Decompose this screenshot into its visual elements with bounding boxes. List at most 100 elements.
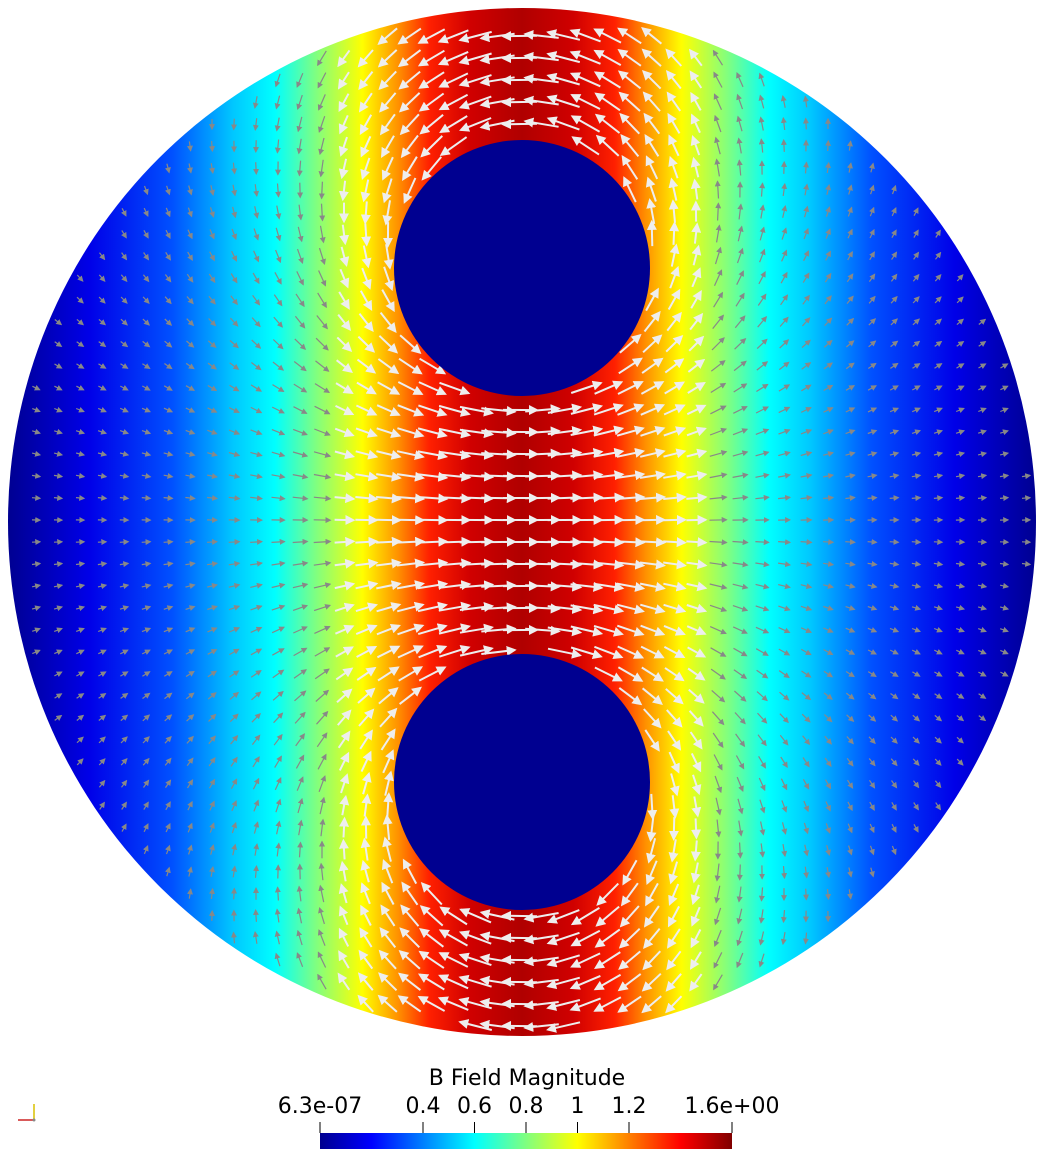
field-arrow (823, 362, 833, 370)
field-arrow (271, 451, 286, 458)
field-arrow (668, 817, 679, 841)
field-arrow (185, 494, 196, 501)
field-arrow (185, 539, 196, 546)
field-arrow (715, 202, 722, 221)
field-arrow (845, 407, 856, 413)
field-arrow (417, 28, 446, 44)
field-arrow (119, 428, 130, 435)
field-arrow (911, 429, 922, 436)
field-arrow (292, 604, 309, 611)
field-arrow (846, 340, 855, 348)
field-arrow (187, 141, 193, 152)
field-arrow (593, 624, 624, 637)
field-arrow (758, 116, 765, 131)
field-arrow (867, 538, 878, 545)
field-arrow (272, 648, 285, 656)
field-arrow (250, 495, 263, 502)
field-arrow (231, 206, 238, 219)
field-arrow (732, 539, 749, 546)
field-arrow (644, 134, 660, 157)
field-arrow (97, 561, 108, 568)
field-arrow (616, 425, 645, 437)
field-arrow (339, 268, 350, 289)
field-arrow (250, 626, 263, 633)
field-arrow (271, 538, 286, 545)
field-arrow (525, 448, 561, 459)
field-arrow (141, 561, 152, 568)
colorbar-max-label: 1.6e+00 (685, 1094, 780, 1119)
field-arrow (911, 538, 922, 545)
field-arrow (912, 318, 920, 326)
field-arrow (439, 115, 468, 134)
field-arrow (547, 581, 583, 592)
field-arrow (686, 625, 707, 636)
field-arrow (641, 69, 662, 90)
field-arrow (823, 649, 834, 655)
field-arrow (825, 161, 831, 173)
field-arrow (664, 667, 685, 682)
field-arrow (912, 340, 921, 347)
field-arrow (570, 646, 603, 659)
field-arrow (736, 270, 744, 285)
field-arrow (378, 70, 397, 91)
field-arrow (822, 473, 835, 479)
field-arrow (690, 289, 702, 309)
field-arrow (978, 429, 987, 436)
field-arrow (418, 381, 447, 396)
field-arrow (709, 583, 728, 590)
field-arrow (733, 360, 747, 372)
field-arrow (185, 473, 196, 479)
field-arrow (253, 162, 260, 175)
field-arrows (31, 27, 1032, 1033)
field-arrow (75, 406, 85, 413)
field-arrow (617, 70, 642, 90)
colorbar-title: B Field Magnitude (429, 1066, 625, 1091)
field-arrow (164, 318, 173, 326)
field-arrow (663, 492, 687, 503)
field-arrow (163, 583, 174, 590)
field-arrow (501, 97, 538, 108)
field-arrow (956, 341, 965, 347)
field-arrow (889, 429, 900, 436)
field-arrow (847, 250, 853, 261)
field-arrow (164, 340, 173, 348)
field-arrow (355, 427, 378, 438)
field-arrow (801, 648, 812, 656)
field-arrow (570, 604, 604, 615)
field-arrow (339, 246, 350, 268)
field-arrow (889, 582, 900, 589)
field-arrow (337, 313, 352, 331)
field-arrow (801, 670, 812, 678)
field-arrow (867, 451, 878, 457)
field-arrow (823, 339, 833, 348)
field-arrow (228, 451, 241, 458)
field-arrow (120, 671, 129, 677)
field-arrow (398, 357, 423, 375)
field-arrow (356, 666, 377, 681)
field-arrow (714, 158, 721, 177)
field-arrow (334, 471, 356, 482)
field-arrow (398, 92, 421, 113)
field-arrow (296, 271, 304, 286)
field-arrow (417, 601, 448, 613)
field-arrow (356, 646, 378, 658)
field-arrow (163, 451, 174, 457)
field-arrow (293, 669, 307, 679)
field-arrow (187, 251, 193, 262)
field-arrow (314, 428, 331, 437)
field-arrow (977, 626, 987, 633)
field-arrow (253, 206, 260, 219)
field-arrow (54, 319, 63, 326)
field-arrow (251, 339, 262, 349)
field-arrow (688, 48, 703, 67)
field-arrow (640, 381, 665, 395)
field-arrow (207, 429, 218, 435)
field-arrow (294, 338, 307, 350)
field-arrow (164, 363, 173, 370)
field-arrow (230, 273, 238, 284)
field-arrow (934, 363, 943, 369)
field-arrow (593, 28, 622, 44)
field-arrow (570, 447, 604, 458)
field-arrow (641, 357, 664, 374)
field-arrow (867, 671, 877, 678)
